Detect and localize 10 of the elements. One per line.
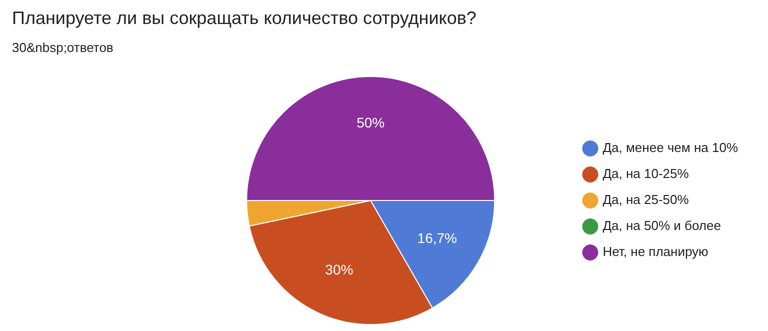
legend-label: Да, на 50% и более (602, 218, 721, 234)
chart-title: Планируете ли вы сокращать количество сотрудников? (12, 8, 476, 29)
legend-label: Да, менее чем на 10% (602, 140, 738, 156)
legend-label: Да, на 10-25% (602, 166, 690, 182)
data-label: 50% (356, 114, 385, 130)
data-label: 16,7% (417, 230, 458, 246)
legend-label: Нет, не планирую (602, 244, 709, 260)
text: 30&nbsp;ответов (12, 40, 114, 55)
data-label: 30% (325, 262, 354, 278)
legend-label: Да, на 25-50% (602, 192, 690, 208)
